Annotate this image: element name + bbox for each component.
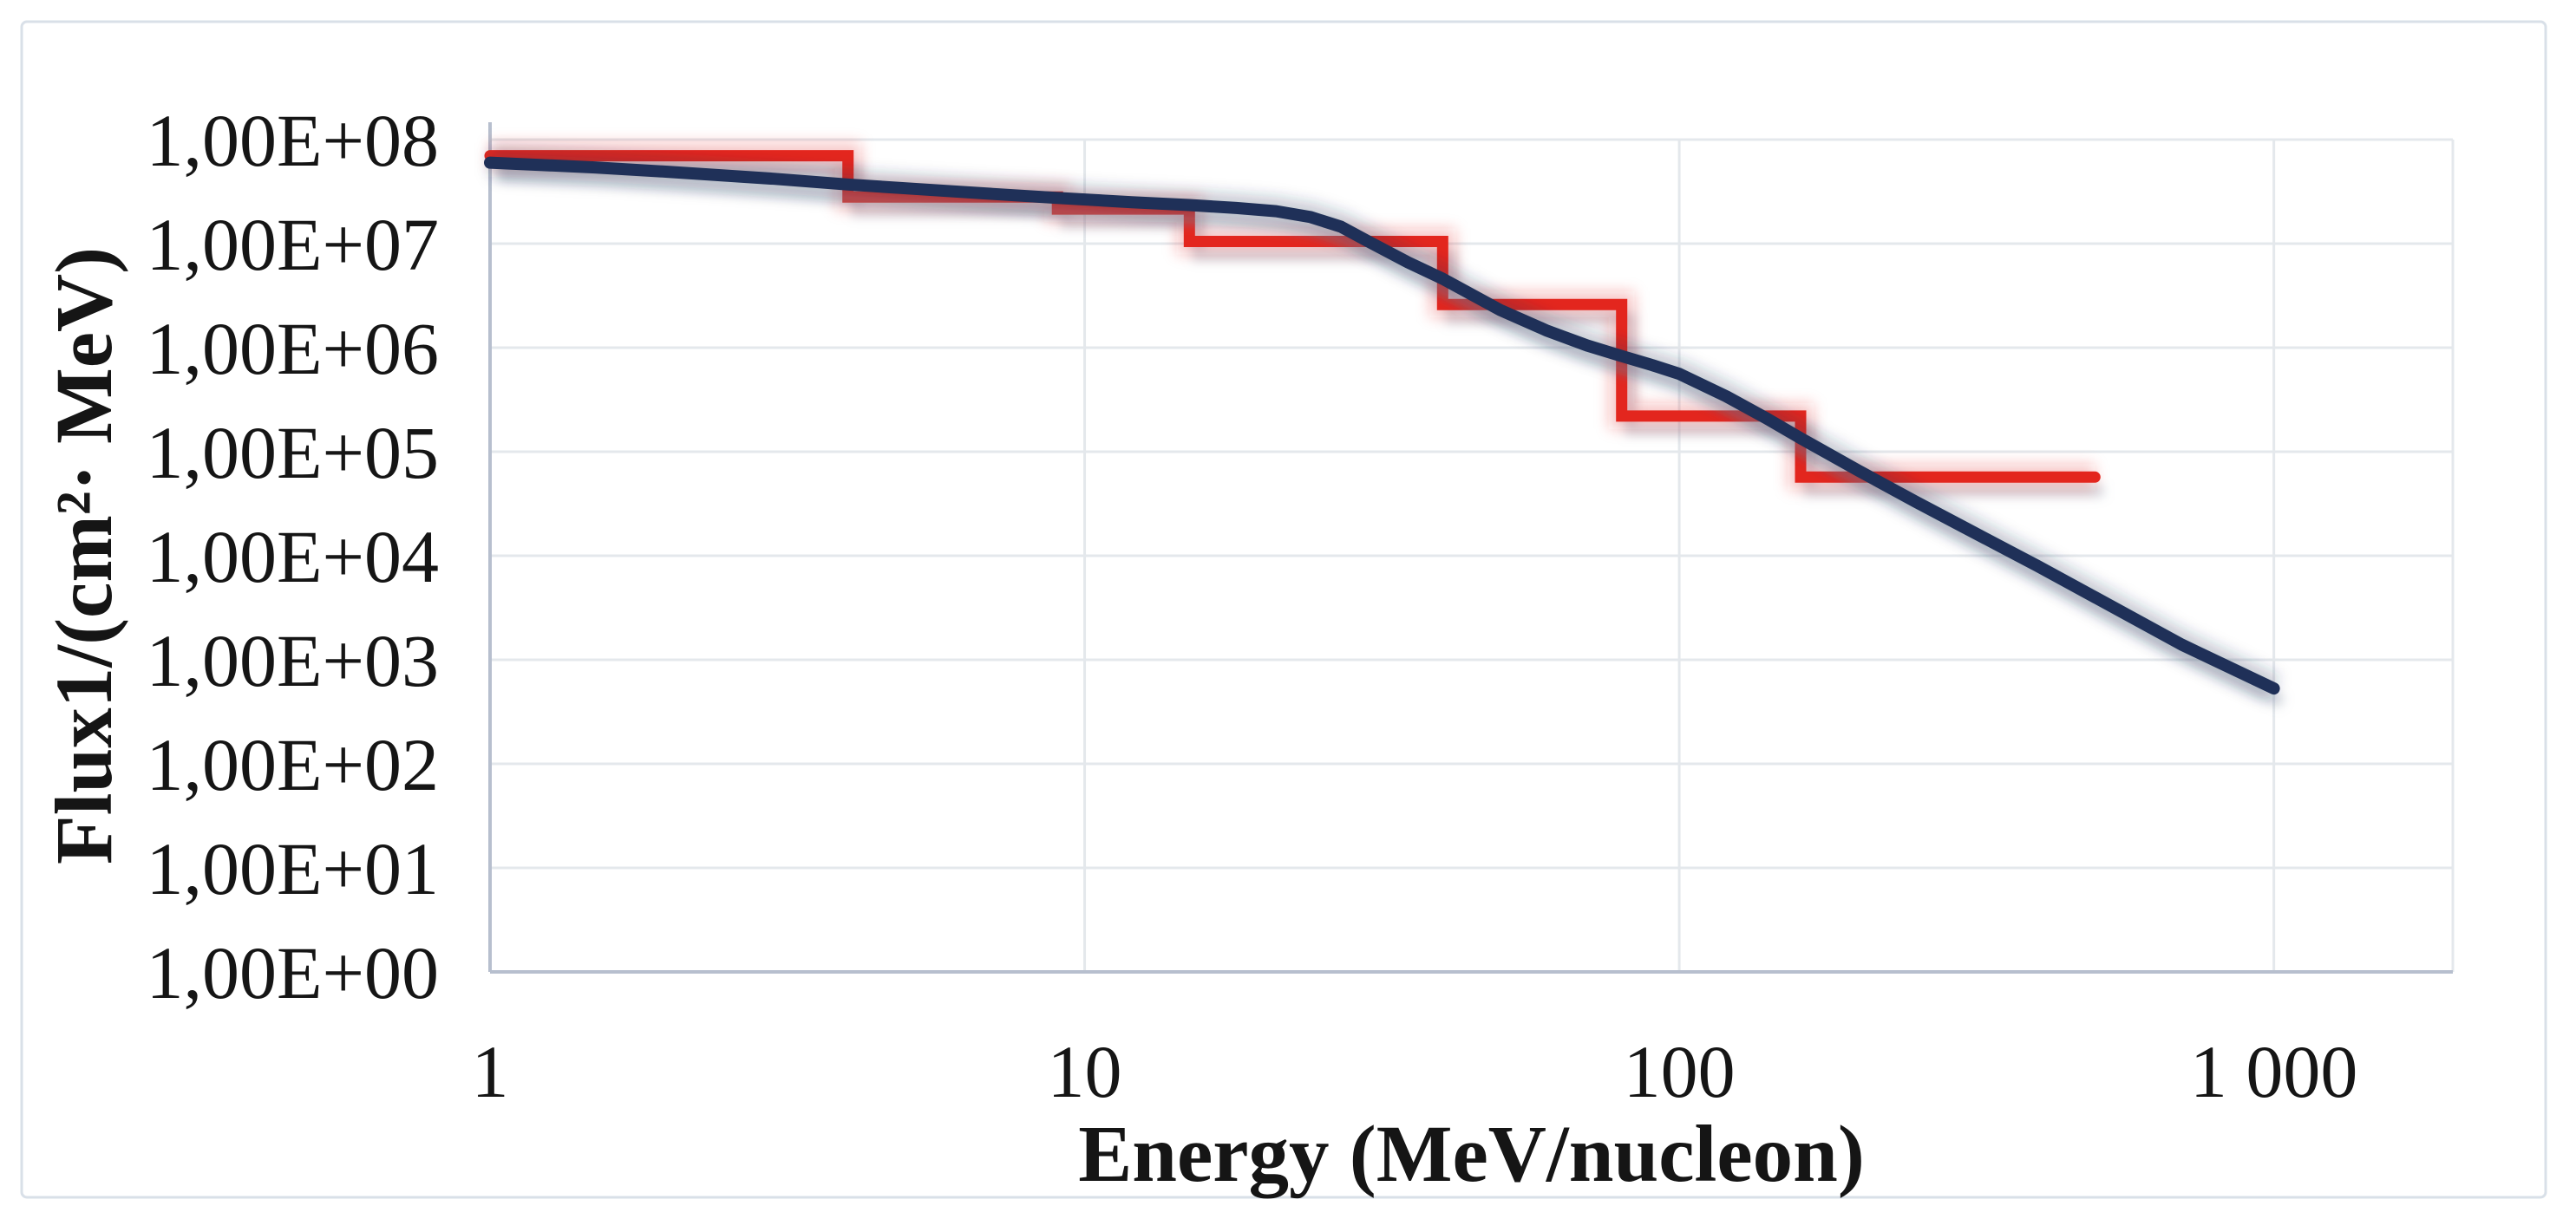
continuous-spectrum-glow — [489, 148, 2280, 701]
y-axis-title: Flux1/(cm²· MeV) — [40, 247, 129, 864]
x-axis-title: Energy (MeV/nucleon) — [1078, 1110, 1865, 1199]
x-tick-label: 1 000 — [2190, 1030, 2358, 1113]
y-tick-labels: 1,00E+08 1,00E+07 1,00E+06 1,00E+05 1,00E+04… — [146, 99, 439, 1014]
x-tick-labels: 1 10 100 1 000 — [472, 1030, 2358, 1113]
y-tick-label: 1,00E+03 — [146, 619, 439, 702]
y-tick-label: 1,00E+02 — [146, 723, 439, 806]
gridlines — [490, 138, 2455, 974]
y-tick-label: 1,00E+04 — [146, 515, 439, 598]
y-tick-label: 1,00E+08 — [146, 99, 439, 182]
x-tick-label: 100 — [1624, 1030, 1736, 1113]
y-tick-label: 1,00E+00 — [146, 931, 439, 1014]
y-tick-label: 1,00E+07 — [146, 203, 439, 286]
x-tick-label: 1 — [472, 1030, 509, 1113]
y-tick-label: 1,00E+01 — [146, 827, 439, 910]
figure-border — [20, 20, 2547, 1199]
y-tick-label: 1,00E+05 — [146, 411, 439, 494]
x-tick-label: 10 — [1048, 1030, 1122, 1113]
continuous-spectrum-series — [484, 148, 2285, 708]
continuous-spectrum-line — [484, 156, 2280, 695]
y-tick-label: 1,00E+06 — [146, 307, 439, 390]
